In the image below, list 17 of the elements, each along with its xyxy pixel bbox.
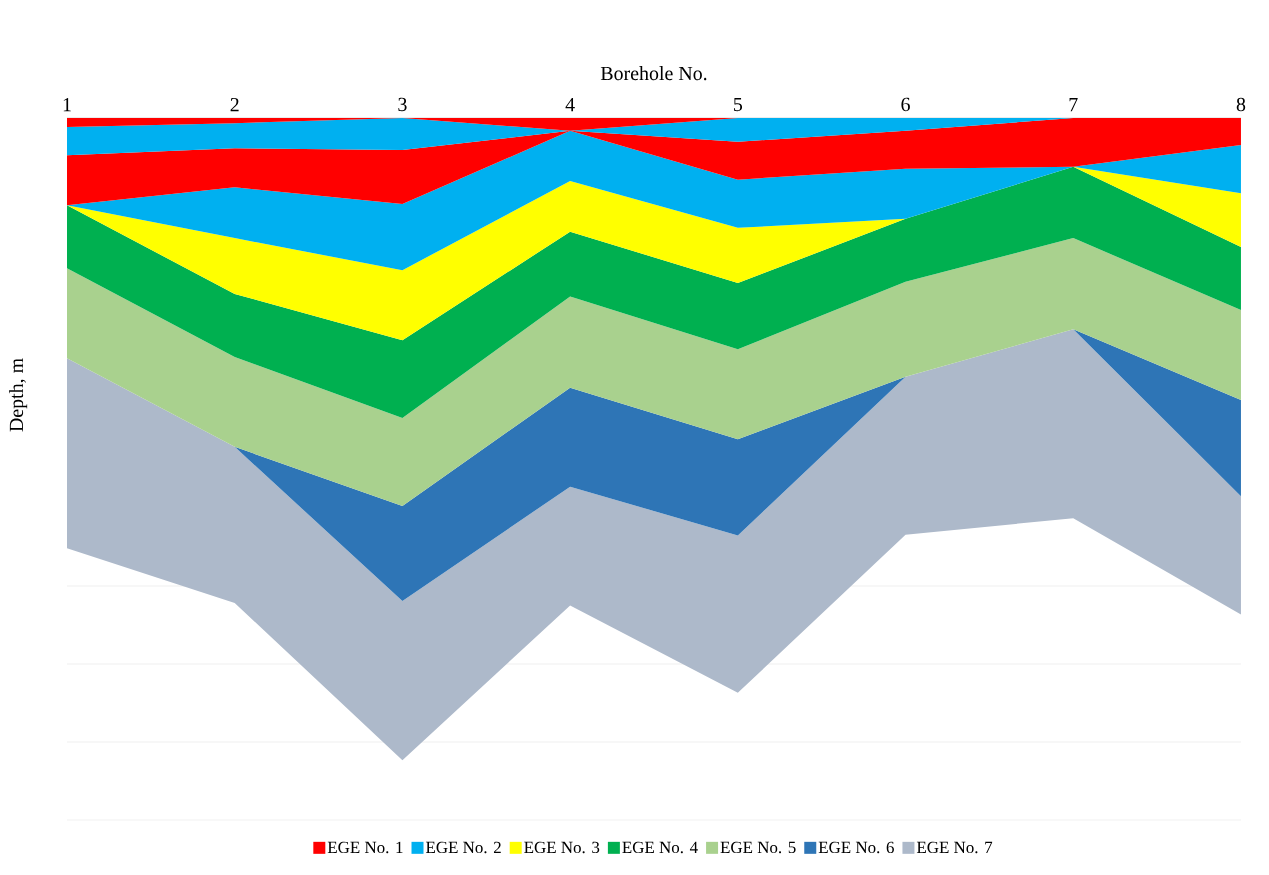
x-tick-label: 4 (565, 98, 575, 112)
legend-label: EGE No. 7 (916, 841, 993, 854)
x-tick-label: 5 (734, 97, 743, 112)
legend-label: EGE No. 6 (818, 841, 894, 854)
legend-label: EGE No. 1 (327, 841, 403, 854)
legend-label: EGE No. 2 (425, 841, 501, 854)
x-tick-label: 7 (1069, 98, 1078, 112)
x-axis-title: Borehole No. (600, 66, 707, 81)
x-tick-label: 1 (63, 97, 71, 112)
x-tick-label: 8 (1236, 97, 1246, 112)
y-axis-title: Depth, m (9, 358, 28, 432)
legend-label: EGE No. 3 (524, 841, 600, 854)
x-tick-label: 2 (230, 97, 239, 112)
legend-label: EGE No. 4 (622, 841, 698, 854)
legend-label: EGE No. 5 (720, 841, 796, 854)
x-tick-label: 6 (901, 97, 910, 112)
x-tick-label: 3 (398, 97, 407, 112)
